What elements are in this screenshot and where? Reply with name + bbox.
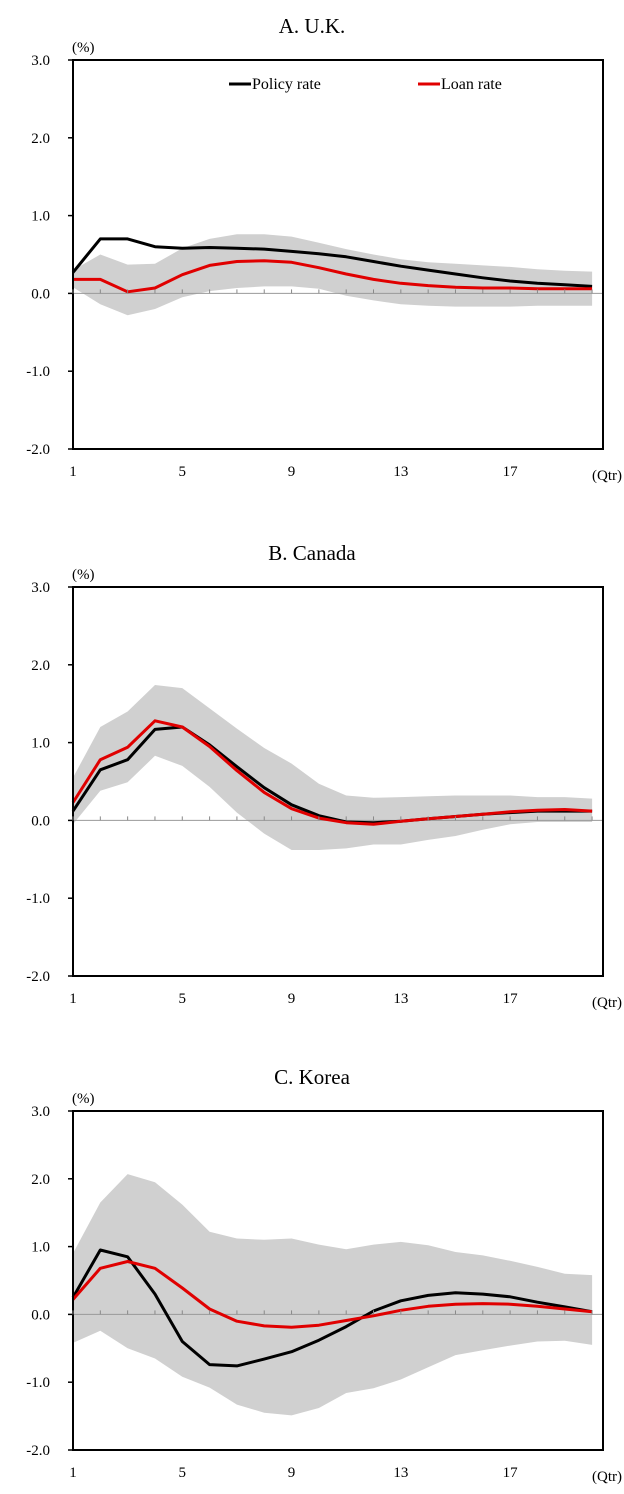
x-tick-label: 1 — [69, 464, 77, 480]
series-line-policy-rate — [71, 237, 593, 288]
series-line-loan-rate — [71, 1260, 593, 1329]
chart-panel-1: A. U.K. (%) 3.0 2.0 1.0 0.0 -1.0 -2.0 1 5 9 13 17 (Qt… — [26, 14, 622, 484]
series-line-loan-rate — [73, 259, 593, 294]
y-tick-label: 2.0 — [31, 1172, 50, 1188]
x-tick-label: 5 — [179, 464, 187, 480]
series-line-policy-rate — [71, 1248, 593, 1368]
x-tick-label: 17 — [503, 1465, 519, 1481]
x-tick-label: 5 — [179, 1465, 187, 1481]
x-axis-unit-label: (Qtr) — [592, 995, 622, 1011]
chart-title: C. Korea — [274, 1065, 350, 1089]
chart-title: B. Canada — [268, 541, 356, 565]
y-tick-label: 1.0 — [31, 1240, 50, 1256]
y-tick-label: 2.0 — [31, 658, 50, 674]
x-tick-label: 13 — [393, 1465, 408, 1481]
y-tick-label: -1.0 — [26, 364, 50, 380]
y-axis-unit-label: (%) — [72, 40, 95, 56]
y-tick-label: 3.0 — [31, 1104, 50, 1120]
y-tick-label: 0.0 — [31, 813, 50, 829]
y-tick-label: 1.0 — [31, 209, 50, 225]
x-tick-label: 9 — [288, 991, 296, 1007]
y-axis-unit-label: (%) — [72, 1091, 95, 1107]
plot-frame — [72, 59, 604, 450]
y-tick-label: 3.0 — [31, 580, 50, 596]
x-tick-label: 13 — [393, 464, 408, 480]
y-tick-label: -2.0 — [26, 969, 50, 985]
y-tick-label: -1.0 — [26, 891, 50, 907]
y-tick-label: 0.0 — [31, 1307, 50, 1323]
legend-label-loan-rate: Loan rate — [441, 76, 502, 93]
y-tick-label: 0.0 — [31, 286, 50, 302]
x-tick-label: 1 — [69, 991, 77, 1007]
x-axis-unit-label: (Qtr) — [592, 468, 622, 484]
chart-panel-2: B. Canada (%) 3.0 2.0 1.0 0.0 -1.0 -2.0 1 5 9 13 17 (… — [26, 541, 622, 1011]
plot-frame — [72, 586, 604, 977]
x-tick-label: 5 — [179, 991, 187, 1007]
y-tick-label: -2.0 — [26, 442, 50, 458]
series-line-loan-rate — [71, 719, 593, 826]
y-tick-label: -2.0 — [26, 1443, 50, 1459]
y-tick-label: -1.0 — [26, 1375, 50, 1391]
x-tick-label: 17 — [503, 464, 519, 480]
y-tick-label: 1.0 — [31, 736, 50, 752]
x-tick-label: 17 — [503, 991, 519, 1007]
y-tick-label: 2.0 — [31, 131, 50, 147]
confidence-band — [73, 234, 593, 316]
y-tick-label: 3.0 — [31, 53, 50, 69]
y-axis-unit-label: (%) — [72, 567, 95, 583]
confidence-band — [73, 685, 593, 850]
x-tick-label: 1 — [69, 1465, 77, 1481]
plot-frame — [72, 1110, 604, 1451]
x-tick-label: 9 — [288, 464, 296, 480]
x-tick-label: 9 — [288, 1465, 296, 1481]
chart-title: A. U.K. — [279, 14, 346, 38]
x-axis-unit-label: (Qtr) — [592, 1469, 622, 1485]
legend-label-policy-rate: Policy rate — [252, 76, 321, 93]
confidence-band — [73, 1174, 593, 1416]
chart-panel-3: C. Korea (%) 3.0 2.0 1.0 0.0 -1.0 -2.0 1 5 9 13 17 (Q… — [26, 1065, 622, 1485]
x-tick-label: 13 — [393, 991, 408, 1007]
